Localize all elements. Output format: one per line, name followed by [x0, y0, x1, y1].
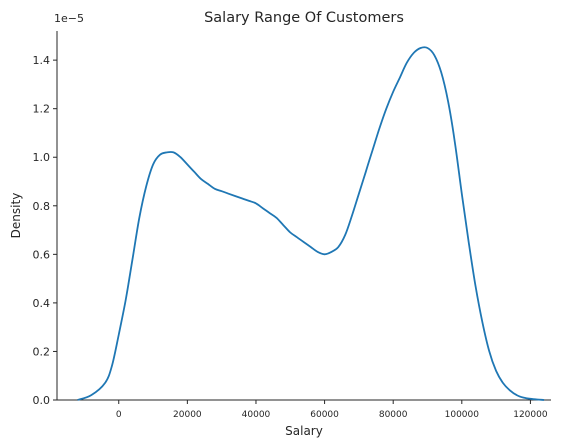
x-tick-label: 60000 [310, 410, 339, 420]
y-tick-label: 1.4 [33, 54, 51, 67]
density-curve [77, 46, 545, 401]
y-axis-title: Density [9, 193, 23, 239]
y-tick-label: 1.2 [33, 103, 51, 116]
x-axis-title: Salary [285, 424, 323, 438]
y-tick-label: 0.2 [33, 345, 51, 358]
x-tick-label: 20000 [173, 410, 202, 420]
y-tick-label: 0.8 [33, 200, 51, 213]
x-tick-label: 100000 [445, 410, 480, 420]
y-tick-label: 0.0 [33, 394, 51, 407]
x-tick-label: 80000 [379, 410, 408, 420]
y-scale-label: 1e−5 [54, 12, 84, 25]
x-tick-label: 120000 [513, 410, 548, 420]
x-tick-label: 40000 [242, 410, 271, 420]
y-tick-label: 1.0 [33, 151, 51, 164]
y-tick-label: 0.4 [33, 297, 51, 310]
x-tick-label: 0 [116, 410, 122, 420]
chart-title: Salary Range Of Customers [204, 10, 404, 26]
x-axis-ticks: 0 20000 40000 60000 80000 100000 120000 [116, 400, 548, 420]
y-tick-label: 0.6 [33, 248, 51, 261]
y-axis-ticks: 0.0 0.2 0.4 0.6 0.8 1.0 1.2 1.4 [33, 54, 57, 407]
